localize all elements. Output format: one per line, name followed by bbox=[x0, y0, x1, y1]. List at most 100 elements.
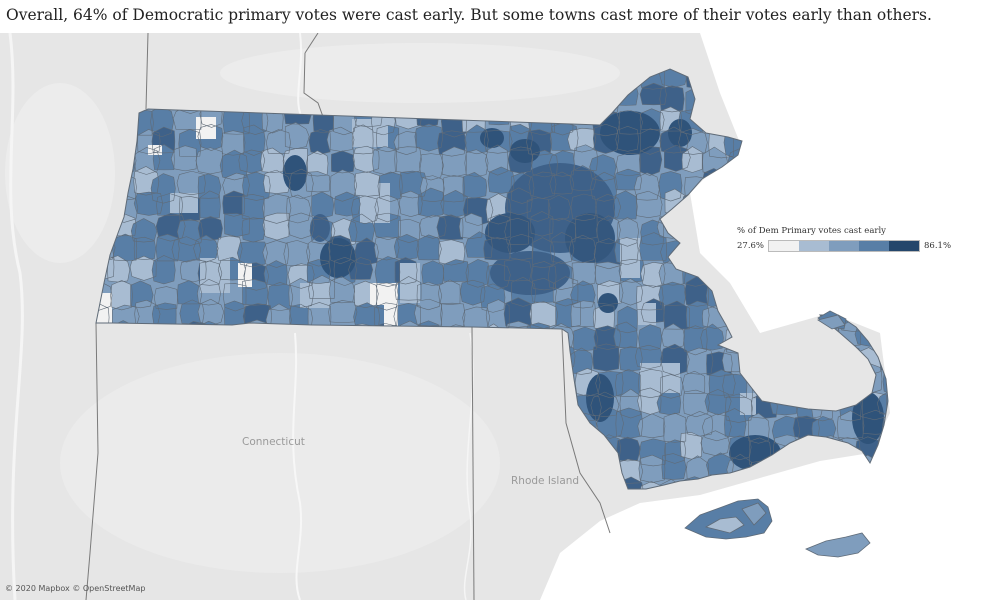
town bbox=[306, 150, 329, 177]
town bbox=[198, 216, 223, 241]
town-boundary bbox=[129, 255, 157, 281]
islands bbox=[684, 310, 871, 558]
town-boundary bbox=[237, 241, 268, 268]
town bbox=[684, 276, 709, 307]
town bbox=[262, 213, 289, 241]
town-boundary bbox=[130, 280, 154, 309]
town bbox=[440, 303, 466, 329]
town-boundary bbox=[238, 149, 266, 174]
legend-swatch-4 bbox=[859, 241, 890, 251]
town-boundary bbox=[376, 282, 399, 311]
town bbox=[567, 128, 596, 153]
town-boundary bbox=[372, 145, 398, 175]
town-boundary bbox=[133, 236, 157, 260]
town bbox=[414, 124, 443, 152]
town bbox=[440, 190, 468, 218]
town-boundary bbox=[548, 150, 575, 177]
town bbox=[638, 455, 665, 483]
town-boundary bbox=[331, 150, 355, 174]
town bbox=[683, 325, 708, 355]
town-boundary bbox=[437, 130, 467, 157]
town-boundary bbox=[223, 213, 250, 238]
legend-swatch-5 bbox=[889, 241, 920, 251]
town bbox=[399, 171, 428, 198]
town bbox=[414, 299, 443, 326]
town-boundary bbox=[663, 300, 690, 330]
town-boundary bbox=[155, 234, 180, 262]
town-boundary bbox=[326, 126, 355, 152]
town-boundary bbox=[659, 69, 688, 88]
town-boundary bbox=[419, 175, 445, 203]
town-boundary bbox=[618, 259, 645, 283]
town-boundary bbox=[619, 388, 642, 419]
town-boundary bbox=[503, 297, 533, 328]
town-boundary bbox=[399, 190, 423, 218]
town-boundary bbox=[110, 280, 133, 311]
town bbox=[285, 122, 310, 149]
town bbox=[700, 430, 730, 456]
town bbox=[266, 129, 291, 154]
town bbox=[486, 299, 510, 331]
town bbox=[393, 303, 421, 329]
town-boundary bbox=[266, 129, 291, 154]
town-boundary bbox=[530, 277, 557, 303]
town-boundary bbox=[526, 129, 553, 156]
river-connecticut-south bbox=[292, 332, 303, 600]
town-boundary bbox=[595, 215, 621, 245]
town-boundary bbox=[571, 261, 596, 286]
town-boundary bbox=[416, 281, 443, 311]
town bbox=[267, 282, 293, 311]
town bbox=[242, 194, 265, 220]
town-boundary bbox=[548, 261, 574, 290]
town-boundary bbox=[179, 259, 207, 283]
town-boundary bbox=[507, 146, 534, 174]
town-boundary bbox=[663, 144, 691, 172]
town-boundary bbox=[487, 166, 515, 194]
town bbox=[573, 327, 598, 351]
town-boundary bbox=[348, 257, 374, 280]
town-boundary bbox=[328, 235, 353, 265]
town-boundary bbox=[222, 283, 247, 312]
town-boundary bbox=[636, 190, 663, 218]
town-boundary bbox=[107, 255, 131, 283]
map-attribution: © 2020 Mapbox © OpenStreetMap bbox=[5, 584, 146, 593]
town bbox=[594, 325, 621, 350]
town-boundary bbox=[555, 298, 581, 328]
town-boundary bbox=[311, 191, 335, 219]
town bbox=[442, 146, 467, 177]
town-boundary bbox=[596, 407, 624, 439]
town bbox=[419, 153, 444, 181]
town bbox=[592, 343, 620, 372]
town-boundary bbox=[640, 128, 662, 155]
town bbox=[110, 280, 133, 310]
town-boundary bbox=[176, 170, 206, 195]
town-boundary bbox=[153, 286, 178, 310]
town bbox=[658, 282, 686, 306]
land-shade-ny bbox=[5, 83, 115, 263]
town-boundary bbox=[568, 234, 597, 264]
town bbox=[436, 214, 464, 240]
town bbox=[173, 105, 202, 130]
town bbox=[112, 234, 137, 261]
town-boundary bbox=[241, 217, 266, 243]
town-boundary bbox=[549, 232, 575, 264]
town-boundary bbox=[222, 172, 250, 197]
town-boundary bbox=[374, 236, 400, 261]
town-boundary bbox=[548, 194, 571, 221]
town-boundary bbox=[393, 234, 420, 260]
town bbox=[639, 146, 662, 176]
town bbox=[242, 217, 265, 243]
town-boundary bbox=[700, 430, 730, 456]
town-boundary bbox=[465, 259, 490, 288]
town-boundary bbox=[724, 408, 747, 438]
town-boundary bbox=[483, 237, 512, 261]
label-rhode-island: Rhode Island bbox=[511, 475, 580, 487]
town bbox=[152, 255, 176, 284]
town-boundary bbox=[686, 347, 714, 375]
town-boundary bbox=[508, 124, 533, 151]
town-boundary bbox=[436, 214, 464, 241]
map[interactable] bbox=[0, 33, 1000, 600]
town bbox=[637, 387, 662, 415]
land-shade-vt-nh bbox=[220, 43, 620, 103]
town bbox=[464, 149, 489, 177]
